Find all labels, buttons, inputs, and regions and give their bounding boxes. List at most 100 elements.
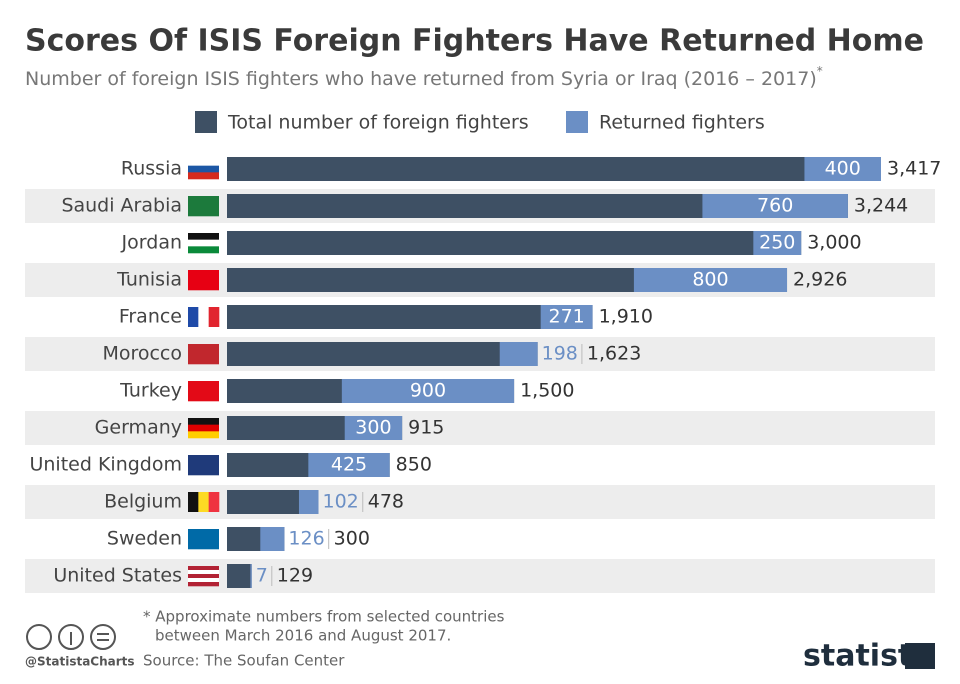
bar-returned <box>540 305 593 329</box>
category-label: France <box>119 306 182 328</box>
flag <box>188 172 219 180</box>
legend: Total number of foreign fighters Returned… <box>195 111 765 134</box>
flag <box>188 431 219 439</box>
bar-returned <box>344 416 403 440</box>
category-label: Saudi Arabia <box>61 195 182 217</box>
returned-label: 250 <box>759 232 795 254</box>
total-label: 2,926 <box>793 269 847 291</box>
flag <box>188 424 219 432</box>
returned-label: 300 <box>355 417 391 439</box>
note-line: * Approximate numbers from selected coun… <box>143 608 505 626</box>
flag <box>188 196 219 217</box>
brand-icon <box>905 643 935 669</box>
bar-returned <box>753 231 802 255</box>
category-label: Belgium <box>104 491 182 513</box>
total-label: 1,500 <box>520 380 574 402</box>
flag <box>188 159 219 166</box>
total-label: 478 <box>368 491 404 513</box>
bar-total <box>227 564 252 588</box>
flag <box>188 492 199 512</box>
row-band <box>25 559 935 593</box>
note-line: between March 2016 and August 2017. <box>155 627 451 645</box>
plot: Russia 400 3,417 Saudi Arabia 760 3,244 Jordan… <box>25 157 941 593</box>
flag <box>188 307 199 327</box>
returned-label: 271 <box>548 306 584 328</box>
category-label: Sweden <box>107 528 182 550</box>
flag <box>208 492 220 512</box>
source: Source: The Soufan Center <box>143 652 345 670</box>
returned-label: 900 <box>410 380 446 402</box>
chart-title: Scores Of ISIS Foreign Fighters Have Ret… <box>25 24 924 59</box>
bar-total <box>227 342 538 366</box>
total-label: 915 <box>408 417 444 439</box>
category-label: Russia <box>121 158 182 180</box>
total-label: 850 <box>396 454 432 476</box>
returned-label: 400 <box>825 158 861 180</box>
bar-returned <box>804 157 881 181</box>
legend-label: Returned fighters <box>599 112 765 134</box>
category-label: Jordan <box>121 232 182 254</box>
flag <box>188 566 219 571</box>
category-label: Germany <box>95 417 182 439</box>
flag <box>188 574 219 579</box>
flag <box>198 492 209 512</box>
total-label: 1,910 <box>599 306 653 328</box>
flag <box>188 239 219 247</box>
flag <box>188 455 219 476</box>
bar-returned <box>702 194 848 218</box>
returned-label: 102 <box>322 491 358 513</box>
row-band <box>25 485 935 519</box>
bar-returned <box>633 268 788 292</box>
bar-total <box>227 305 593 329</box>
returned-label: 198 <box>542 343 578 365</box>
category-label: Tunisia <box>116 269 182 291</box>
flag <box>188 270 219 291</box>
credit: @StatistaCharts <box>25 655 135 669</box>
total-label: 1,623 <box>587 343 641 365</box>
flag <box>208 307 220 327</box>
subtitle-text: Number of foreign ISIS fighters who have… <box>25 68 817 90</box>
subtitle-marker: * <box>817 64 823 78</box>
bar-returned <box>341 379 515 403</box>
flag <box>198 307 209 327</box>
total-label: 3,000 <box>807 232 861 254</box>
total-label: 129 <box>277 565 313 587</box>
legend-swatch <box>566 111 588 133</box>
category-label: United States <box>53 565 182 587</box>
bar-returned <box>499 342 538 366</box>
row-band <box>25 411 935 445</box>
category-label: United Kingdom <box>29 454 182 476</box>
bar-returned <box>260 527 285 551</box>
legend-swatch <box>195 111 217 133</box>
flag <box>188 344 219 365</box>
returned-label: 800 <box>692 269 728 291</box>
flag <box>188 529 219 550</box>
flag <box>188 233 219 240</box>
license-icons <box>26 624 116 650</box>
bar-returned <box>250 564 252 588</box>
returned-label: 7 <box>256 565 268 587</box>
flag <box>188 381 219 402</box>
bar-returned <box>308 453 390 477</box>
flag <box>188 570 219 575</box>
flag <box>188 246 219 254</box>
category-label: Turkey <box>119 380 182 402</box>
category-label: Morocco <box>102 343 182 365</box>
legend-label: Total number of foreign fighters <box>227 112 529 134</box>
bar-total <box>227 157 881 181</box>
bar-returned <box>298 490 319 514</box>
total-label: 3,244 <box>854 195 908 217</box>
flag <box>188 418 219 425</box>
bar-total <box>227 231 802 255</box>
total-label: 3,417 <box>887 158 941 180</box>
flag <box>188 578 219 583</box>
returned-label: 425 <box>331 454 367 476</box>
flag <box>188 165 219 173</box>
returned-label: 126 <box>288 528 324 550</box>
flag <box>188 582 219 587</box>
total-label: 300 <box>334 528 370 550</box>
returned-label: 760 <box>757 195 793 217</box>
chart-subtitle: Number of foreign ISIS fighters who have… <box>25 64 823 90</box>
